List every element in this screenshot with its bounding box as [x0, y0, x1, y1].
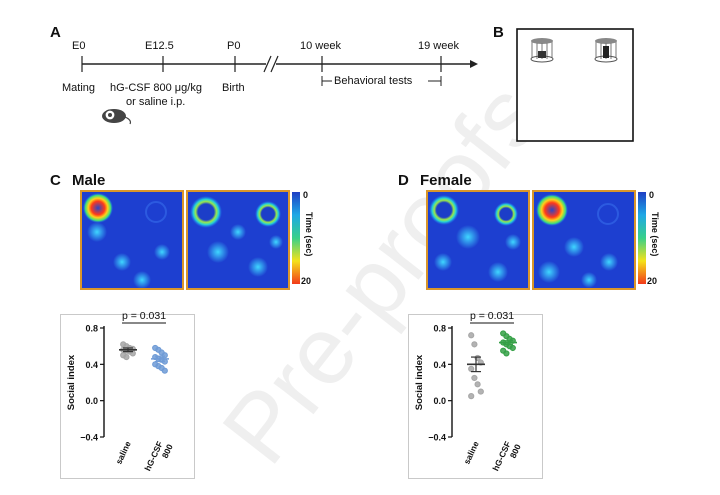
- heatmap-female-hgcsf: [532, 190, 636, 290]
- data-point: [471, 374, 478, 382]
- data-point: [161, 367, 168, 374]
- timeline-e12-5: E12.5: [145, 40, 174, 52]
- timeline-10-week: 10 week: [300, 40, 341, 52]
- timeline-treatment-line2: or saline i.p.: [126, 96, 186, 108]
- y-tick-label: 0.0: [433, 396, 446, 406]
- timeline-p0: P0: [227, 40, 241, 52]
- y-axis-label: Social index: [414, 354, 425, 410]
- female-social-index-chart: 0.8 0.4 0.0 −0.4 Social index p = 0.031 saline…: [414, 310, 523, 473]
- colorbar-male-max: 20: [301, 276, 312, 286]
- data-point: [468, 365, 475, 372]
- data-point: [468, 332, 475, 339]
- y-tick-label: 0.8: [85, 324, 98, 334]
- timeline-19-week: 19 week: [418, 40, 459, 52]
- data-point: [468, 393, 475, 400]
- panel-label-a: A: [50, 24, 61, 41]
- timeline-e0: E0: [72, 40, 86, 52]
- heatmap-female-saline: [426, 190, 530, 290]
- y-tick-label: 0.0: [85, 396, 98, 406]
- data-point: [471, 341, 478, 348]
- colorbar-male: [292, 192, 300, 284]
- panel-label-d: D: [398, 172, 409, 189]
- y-axis-label: Social index: [66, 354, 77, 410]
- timeline-behavioral-tests: Behavioral tests: [334, 75, 413, 87]
- colorbar-female: [638, 192, 646, 284]
- arena-diagram: [516, 28, 634, 142]
- panel-label-c: C: [50, 172, 61, 189]
- x-category-label: saline: [462, 439, 481, 465]
- mouse-cage-icon: [594, 38, 618, 63]
- y-tick-label: 0.4: [85, 360, 98, 370]
- data-point: [477, 388, 484, 395]
- data-point: [503, 350, 510, 357]
- timeline-birth: Birth: [222, 82, 245, 94]
- female-title: Female: [420, 172, 472, 189]
- timeline-diagram: [81, 55, 478, 125]
- panel-label-b: B: [493, 24, 504, 41]
- heatmap-male-hgcsf: [186, 190, 290, 290]
- p-value-label: p = 0.031: [470, 310, 514, 322]
- y-tick-label: 0.4: [433, 360, 446, 370]
- colorbar-female-min: 0: [649, 190, 655, 200]
- p-value-label: p = 0.031: [122, 310, 166, 322]
- mouse-icon: [102, 109, 132, 125]
- male-title: Male: [72, 172, 106, 189]
- colorbar-male-title: Time (sec): [304, 212, 314, 257]
- y-tick-label: −0.4: [428, 433, 446, 443]
- heatmap-male-saline: [80, 190, 184, 290]
- male-plot-frame: [60, 314, 195, 479]
- male-social-index-chart: 0.8 0.4 0.0 −0.4 Social index p = 0.031 saline…: [66, 310, 175, 473]
- empty-cage-icon: [530, 38, 554, 63]
- y-tick-label: 0.8: [433, 324, 446, 334]
- colorbar-male-min: 0: [303, 190, 309, 200]
- timeline-mating: Mating: [62, 82, 96, 94]
- data-point: [123, 353, 130, 361]
- x-category-label: saline: [114, 439, 133, 465]
- data-point: [474, 381, 481, 388]
- data-point: [509, 344, 516, 352]
- y-tick-label: −0.4: [80, 433, 98, 443]
- timeline-treatment-line1: hG-CSF 800 μg/kg: [110, 82, 202, 94]
- colorbar-female-title: Time (sec): [650, 212, 660, 257]
- colorbar-female-max: 20: [647, 276, 658, 286]
